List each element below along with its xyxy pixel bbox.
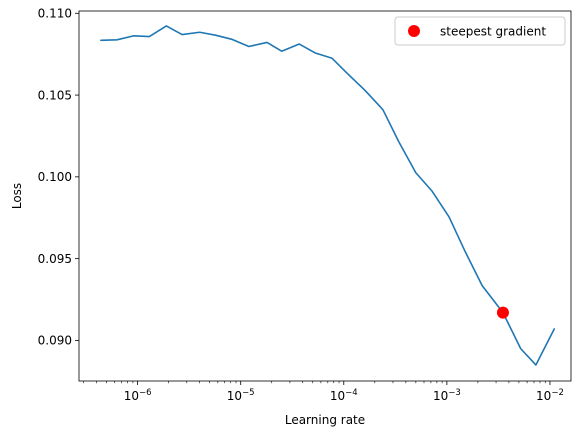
loss-data-point [166,25,168,27]
loss-curve-points [100,25,555,366]
loss-data-point [415,172,417,174]
loss-data-point [298,43,300,45]
x-axis-ticks: 10−6 10−5 10−4 10−3 10−2 [124,381,564,403]
y-axis-label: Loss [10,183,24,209]
loss-data-point [347,73,349,75]
y-tick-label: 0.105 [38,88,72,102]
legend: steepest gradient [394,16,566,46]
loss-data-point [553,328,555,330]
loss-data-point [431,190,433,192]
loss-data-point [100,39,102,41]
legend-marker-icon [408,25,420,37]
loss-data-point [535,364,537,366]
legend-box [394,16,566,46]
loss-data-point [248,46,250,48]
x-axis-label: Learning rate [285,413,365,427]
loss-curve-line [100,25,556,366]
x-tick-label: 10−2 [536,388,564,403]
loss-data-point [281,50,283,52]
loss-data-point [181,34,183,36]
plot-area-frame [78,10,572,382]
loss-data-point [331,57,333,59]
loss-data-point [364,89,366,91]
y-axis-ticks: 0.090 0.095 0.100 0.105 0.110 [38,7,79,348]
loss-data-point [116,39,118,41]
loss-data-point [520,348,522,350]
loss-data-point [464,250,466,252]
loss-data-point [199,31,201,33]
loss-data-point [232,39,234,41]
loss-data-point [398,141,400,143]
loss-data-point [481,285,483,287]
loss-data-point [315,52,317,54]
loss-data-point [215,34,217,36]
y-tick-label: 0.100 [38,170,72,184]
loss-data-point [149,36,151,38]
legend-label: steepest gradient [440,25,546,39]
x-tick-label: 10−6 [124,388,152,403]
x-tick-label: 10−5 [227,388,255,403]
loss-data-point [448,216,450,218]
y-tick-label: 0.110 [38,7,72,21]
loss-data-point [382,109,384,111]
loss-data-point [133,35,135,37]
steepest-gradient-marker [496,306,509,319]
y-tick-label: 0.090 [38,334,72,348]
x-tick-label: 10−3 [433,388,461,403]
loss-data-point [266,42,268,44]
y-tick-label: 0.095 [38,252,72,266]
x-tick-label: 10−4 [330,388,358,403]
